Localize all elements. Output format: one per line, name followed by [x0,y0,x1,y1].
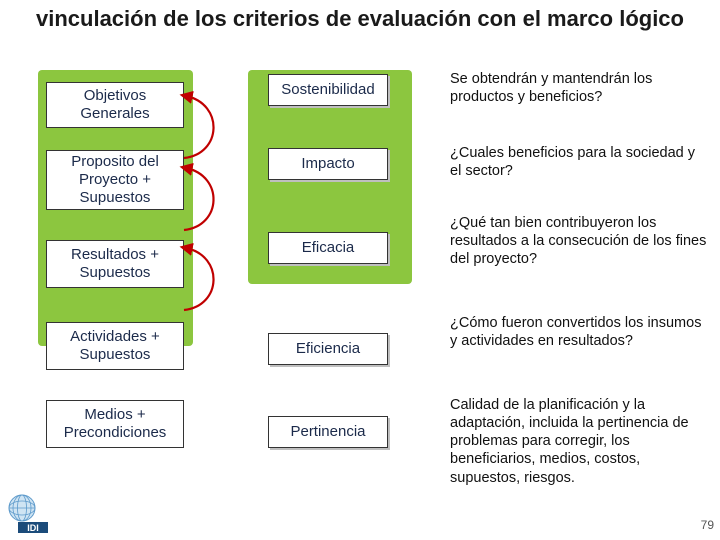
left-box-label: Resultados + Supuestos [55,246,175,282]
mid-box-sostenibilidad: Sostenibilidad [268,74,388,106]
svg-text:IDI: IDI [27,523,39,533]
mid-box-eficiencia: Eficiencia [268,333,388,365]
left-box-label: Medios + Precondiciones [55,406,175,442]
mid-box-label: Impacto [301,155,354,173]
left-box-label: Objetivos Generales [55,87,175,123]
left-box-label: Proposito del Proyecto + Supuestos [55,153,175,207]
left-box-medios: Medios + Precondiciones [46,400,184,448]
left-box-resultados: Resultados + Supuestos [46,240,184,288]
globe-logo-icon: IDI [8,494,54,534]
left-box-label: Actividades + Supuestos [55,328,175,364]
mid-box-eficacia: Eficacia [268,232,388,264]
mid-box-pertinencia: Pertinencia [268,416,388,448]
left-box-actividades: Actividades + Supuestos [46,322,184,370]
mid-box-label: Sostenibilidad [281,81,374,99]
mid-box-impacto: Impacto [268,148,388,180]
left-box-objetivos: Objetivos Generales [46,82,184,128]
desc-eficacia: ¿Qué tan bien contribuyeron los resultad… [450,214,710,268]
desc-impacto: ¿Cuales beneficios para la sociedad y el… [450,144,710,180]
desc-sostenibilidad: Se obtendrán y mantendrán los productos … [450,70,710,106]
footer-logo: IDI [8,494,54,534]
desc-pertinencia: Calidad de la planificación y la adaptac… [450,396,710,487]
page-title: vinculación de los criterios de evaluaci… [0,6,720,31]
desc-eficiencia: ¿Cómo fueron convertidos los insumos y a… [450,314,710,350]
page-number: 79 [701,518,714,532]
mid-box-label: Eficacia [302,239,355,257]
left-box-proposito: Proposito del Proyecto + Supuestos [46,150,184,210]
mid-box-label: Pertinencia [290,423,365,441]
mid-box-label: Eficiencia [296,340,360,358]
